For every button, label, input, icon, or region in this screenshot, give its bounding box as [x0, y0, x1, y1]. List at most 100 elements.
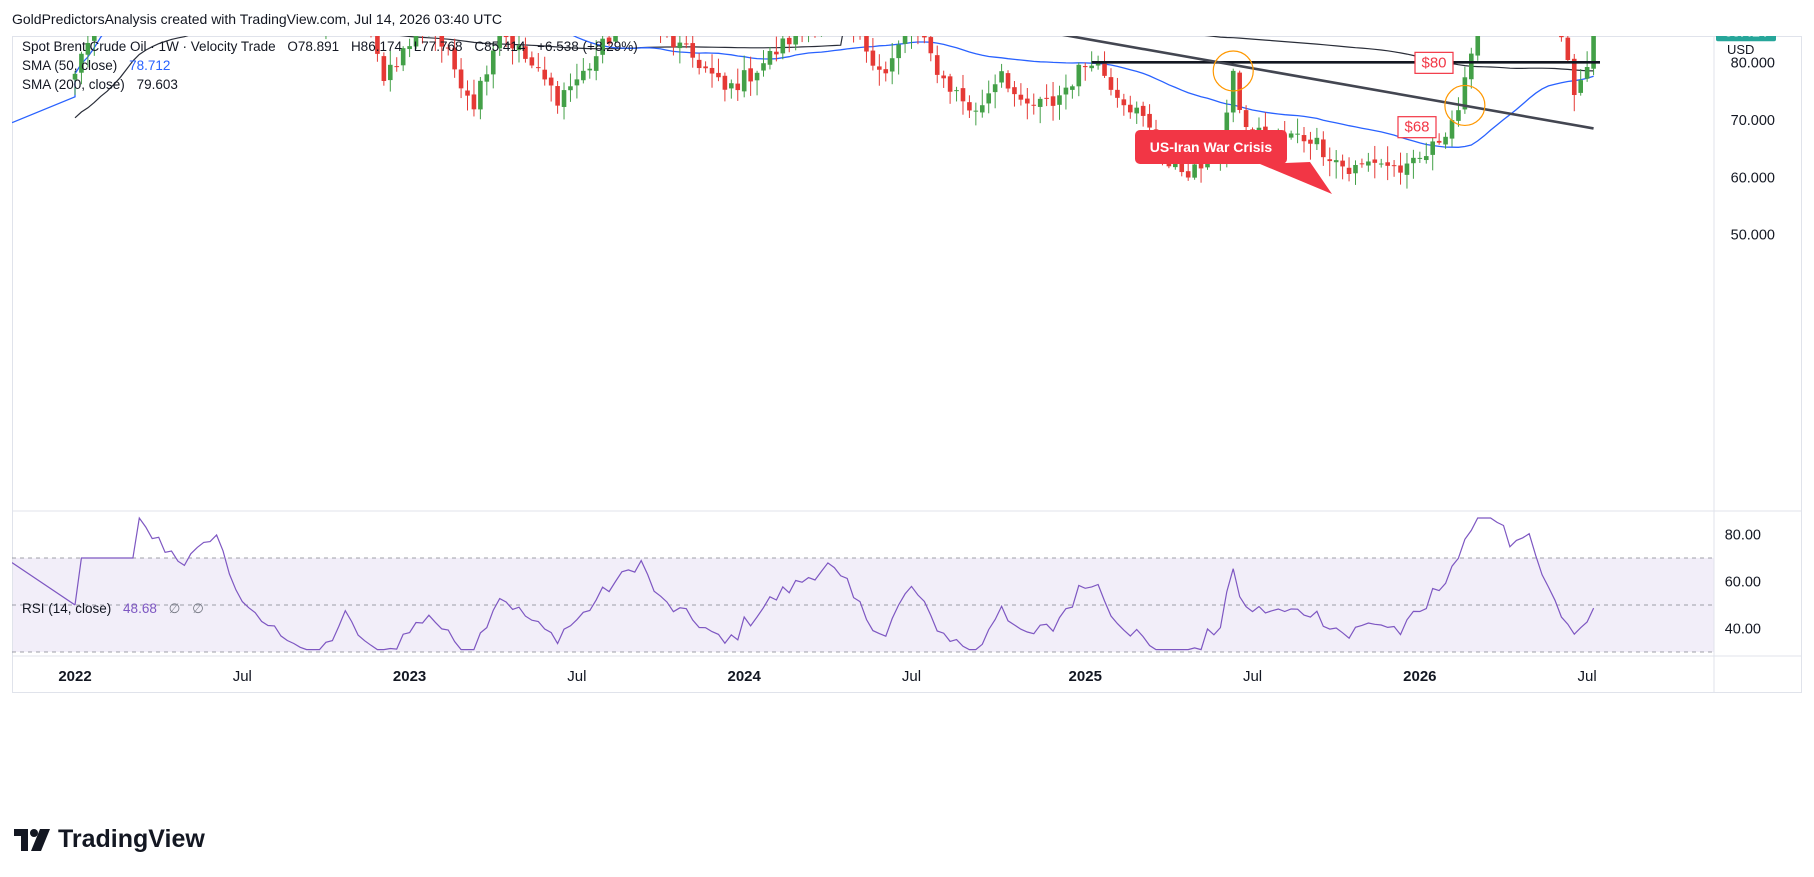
- time-tick: 2023: [393, 668, 426, 685]
- candle: [387, 50, 393, 92]
- candle-body: [471, 94, 477, 110]
- candle: [928, 26, 934, 62]
- candle-body: [587, 68, 593, 71]
- tradingview-logo-icon: [14, 828, 50, 851]
- candle-body: [613, 28, 618, 42]
- candle-body: [934, 55, 940, 75]
- sma200-value: 79.603: [136, 77, 178, 92]
- candle: [1346, 157, 1352, 182]
- candle: [793, 20, 798, 51]
- candle: [445, 44, 451, 56]
- candle: [1115, 77, 1120, 108]
- candle-body: [1469, 53, 1474, 80]
- candle: [877, 54, 882, 86]
- candle: [1417, 151, 1423, 163]
- candle: [529, 51, 535, 69]
- candle: [761, 50, 766, 77]
- candle-body: [484, 74, 490, 82]
- candle-body: [1012, 87, 1017, 95]
- candle-body: [870, 50, 876, 66]
- candle-body: [716, 72, 721, 78]
- candle: [587, 63, 593, 79]
- price-tick: 70.000: [1731, 113, 1775, 129]
- candle-body: [793, 28, 798, 45]
- symbol-legend: Spot Brent Crude Oil · 1W · Velocity Tra…: [22, 39, 640, 54]
- candle: [1340, 154, 1345, 180]
- candle-body: [1121, 99, 1127, 106]
- candle-body: [1295, 133, 1300, 135]
- candle: [735, 68, 741, 101]
- candle-body: [1436, 140, 1442, 143]
- candle-body: [1559, 0, 1564, 38]
- candle: [1359, 158, 1365, 168]
- candle-body: [1378, 163, 1384, 165]
- candle: [381, 52, 387, 86]
- ohlc-change: +6.538 (+8.29%): [537, 39, 638, 54]
- candle-body: [748, 68, 753, 82]
- candle: [1327, 147, 1333, 177]
- candle: [934, 45, 940, 84]
- candle-body: [986, 93, 992, 104]
- rsi-value: 48.68: [123, 601, 157, 616]
- candle: [729, 79, 734, 99]
- candle-body: [1565, 37, 1571, 61]
- candle-body: [1301, 135, 1307, 142]
- candle-body: [535, 67, 541, 69]
- candle: [870, 38, 876, 71]
- candle: [1076, 62, 1082, 97]
- candle-body: [864, 33, 869, 52]
- candle-body: [877, 66, 882, 70]
- candle-body: [1571, 58, 1577, 96]
- candle-body: [1430, 141, 1436, 155]
- candle: [1584, 51, 1590, 82]
- rsi-tick: 40.00: [1725, 621, 1761, 637]
- candle: [574, 63, 580, 99]
- time-tick: Jul: [1578, 668, 1597, 685]
- candle-body: [503, 32, 509, 38]
- candle-body: [1346, 167, 1352, 174]
- candle: [471, 79, 477, 117]
- candle: [1102, 51, 1107, 78]
- candle: [542, 56, 548, 86]
- ohlc-open: O78.891: [287, 39, 340, 54]
- candle-body: [1044, 97, 1049, 99]
- candle: [1070, 84, 1075, 99]
- symbol-title: Spot Brent Crude Oil · 1W · Velocity Tra…: [22, 39, 276, 54]
- candle: [1037, 96, 1043, 124]
- candle-body: [600, 38, 605, 55]
- candle-body: [1147, 113, 1152, 128]
- candle: [1301, 126, 1307, 153]
- candle: [786, 27, 792, 53]
- candle: [1295, 118, 1300, 144]
- candle-body: [883, 69, 889, 74]
- candle-body: [1025, 98, 1030, 104]
- price-tag-box: [1414, 51, 1454, 74]
- candle-body: [445, 47, 451, 49]
- sma200-label: SMA (200, close): [22, 77, 125, 92]
- sma50-value: 78.712: [129, 58, 171, 73]
- candle-body: [1018, 94, 1024, 100]
- candle-body: [561, 90, 567, 107]
- candle-body: [490, 50, 496, 75]
- candle-body: [754, 72, 760, 81]
- candle-body: [1102, 63, 1107, 76]
- candle-body: [568, 86, 573, 91]
- candle-body: [780, 38, 786, 54]
- candle: [516, 34, 522, 63]
- candle: [683, 32, 689, 49]
- candle: [999, 63, 1004, 88]
- tradingview-logo[interactable]: TradingView: [14, 825, 205, 854]
- candle: [548, 72, 554, 102]
- candle: [1475, 0, 1481, 61]
- candle: [1063, 74, 1069, 110]
- price-chart[interactable]: US-Iran War Crisis$100$80$68 50.00060.00…: [11, 0, 1802, 800]
- candle: [1404, 152, 1410, 189]
- time-tick: 2024: [728, 668, 762, 685]
- candle: [902, 23, 908, 54]
- candle-body: [593, 56, 599, 71]
- price-tick: 80.000: [1731, 55, 1775, 71]
- candle-body: [1366, 161, 1371, 166]
- callout-text: US-Iran War Crisis: [1150, 139, 1273, 155]
- candle-body: [1288, 133, 1294, 138]
- candle: [79, 51, 84, 85]
